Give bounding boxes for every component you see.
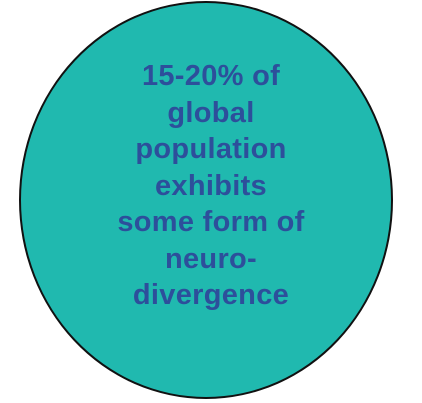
stat-text: 15-20% of global population exhibits som… bbox=[96, 58, 326, 314]
stat-text-line-7: divergence bbox=[132, 279, 290, 311]
stat-text-line-3: population bbox=[135, 133, 287, 165]
stat-text-line-2: global bbox=[167, 96, 255, 129]
stat-text-line-6: neuro- bbox=[164, 242, 257, 275]
stat-text-line-1: 15-20% of bbox=[141, 60, 281, 92]
stat-text-line-5: some form of bbox=[117, 206, 305, 238]
stat-circle bbox=[19, 1, 393, 399]
stat-text-line-4: exhibits bbox=[155, 169, 267, 202]
